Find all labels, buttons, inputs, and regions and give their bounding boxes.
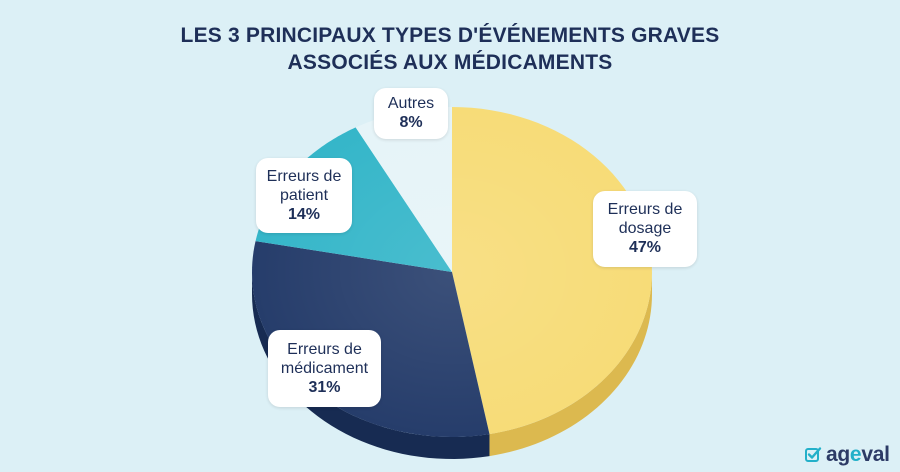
slice-label-value: 8%	[399, 114, 423, 131]
slice-label-name-line1: Erreurs de	[266, 168, 342, 185]
pie-sides	[252, 272, 652, 459]
slice-label-name-line1: Erreurs de	[287, 341, 362, 358]
brand-name-part3: val	[861, 443, 890, 466]
pie-side-erreurs-de-medicament	[252, 272, 490, 459]
ageval-logo: ageval	[804, 443, 890, 467]
slice-label-erreurs-de-medicament: Erreurs de médicament 31%	[268, 330, 381, 407]
chart-title-line2: ASSOCIÉS AUX MÉDICAMENTS	[287, 51, 613, 74]
slice-label-name-line1: Autres	[387, 95, 435, 112]
pie-side-erreurs-de-dosage	[489, 272, 652, 457]
chart-title: LES 3 PRINCIPAUX TYPES D'ÉVÉNEMENTS GRAV…	[0, 22, 900, 76]
slice-label-name-line2: médicament	[280, 360, 369, 377]
slice-label-value: 47%	[628, 239, 662, 256]
slice-label-name-line1: Erreurs de	[607, 201, 683, 218]
slice-label-name-line2: patient	[279, 187, 329, 204]
slice-label-autres: Autres 8%	[374, 88, 448, 139]
chart-title-line1: LES 3 PRINCIPAUX TYPES D'ÉVÉNEMENTS GRAV…	[180, 24, 720, 47]
slice-label-erreurs-de-patient: Erreurs de patient 14%	[256, 158, 352, 233]
check-square-icon	[805, 447, 822, 462]
brand-name-part1: ag	[826, 443, 850, 466]
slice-label-name-line2: dosage	[618, 220, 672, 237]
brand-name-part2: e	[849, 443, 862, 466]
slice-label-value: 14%	[287, 206, 321, 223]
brand-name: ageval	[826, 443, 890, 467]
slice-label-erreurs-de-dosage: Erreurs de dosage 47%	[593, 191, 697, 267]
slice-label-value: 31%	[308, 379, 341, 396]
